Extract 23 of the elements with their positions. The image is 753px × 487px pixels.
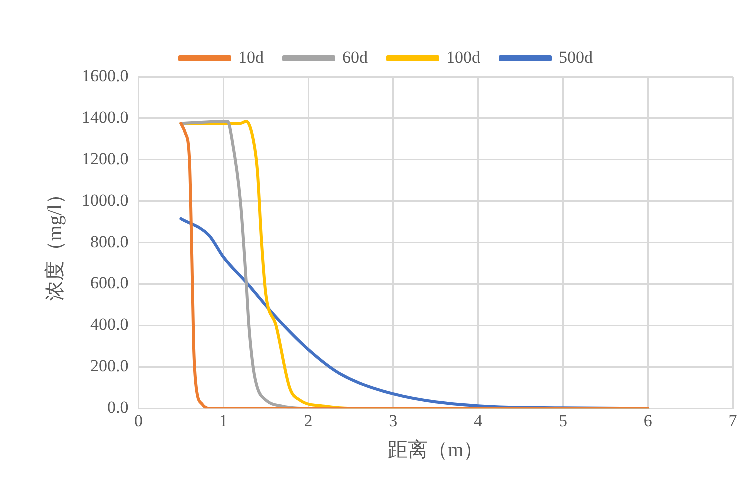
y-tick-label: 600.0 xyxy=(90,274,129,293)
x-axis-title: 距离（m） xyxy=(388,439,484,462)
legend-label: 500d xyxy=(559,48,594,67)
legend-label: 60d xyxy=(342,48,368,67)
y-axis-title: 浓度（mg/l） xyxy=(44,184,66,302)
y-tick-label: 1400.0 xyxy=(82,108,129,127)
y-tick-label: 200.0 xyxy=(90,356,129,376)
x-tick-label: 0 xyxy=(134,411,143,430)
legend-label: 10d xyxy=(238,48,264,67)
x-tick-label: 4 xyxy=(474,411,484,430)
y-tick-label: 0.0 xyxy=(108,398,129,418)
y-tick-label: 1200.0 xyxy=(82,149,129,168)
x-tick-label: 7 xyxy=(728,411,738,430)
y-tick-label: 400.0 xyxy=(90,315,129,334)
x-tick-label: 5 xyxy=(558,411,568,430)
x-tick-label: 3 xyxy=(389,411,398,430)
y-tick-label: 1000.0 xyxy=(82,190,129,210)
x-tick-label: 2 xyxy=(304,411,313,430)
y-tick-label: 1600.0 xyxy=(82,66,129,86)
x-tick-label: 6 xyxy=(644,411,652,430)
x-tick-label: 1 xyxy=(219,411,228,430)
y-tick-label: 800.0 xyxy=(90,232,129,252)
legend-label: 100d xyxy=(446,48,481,67)
